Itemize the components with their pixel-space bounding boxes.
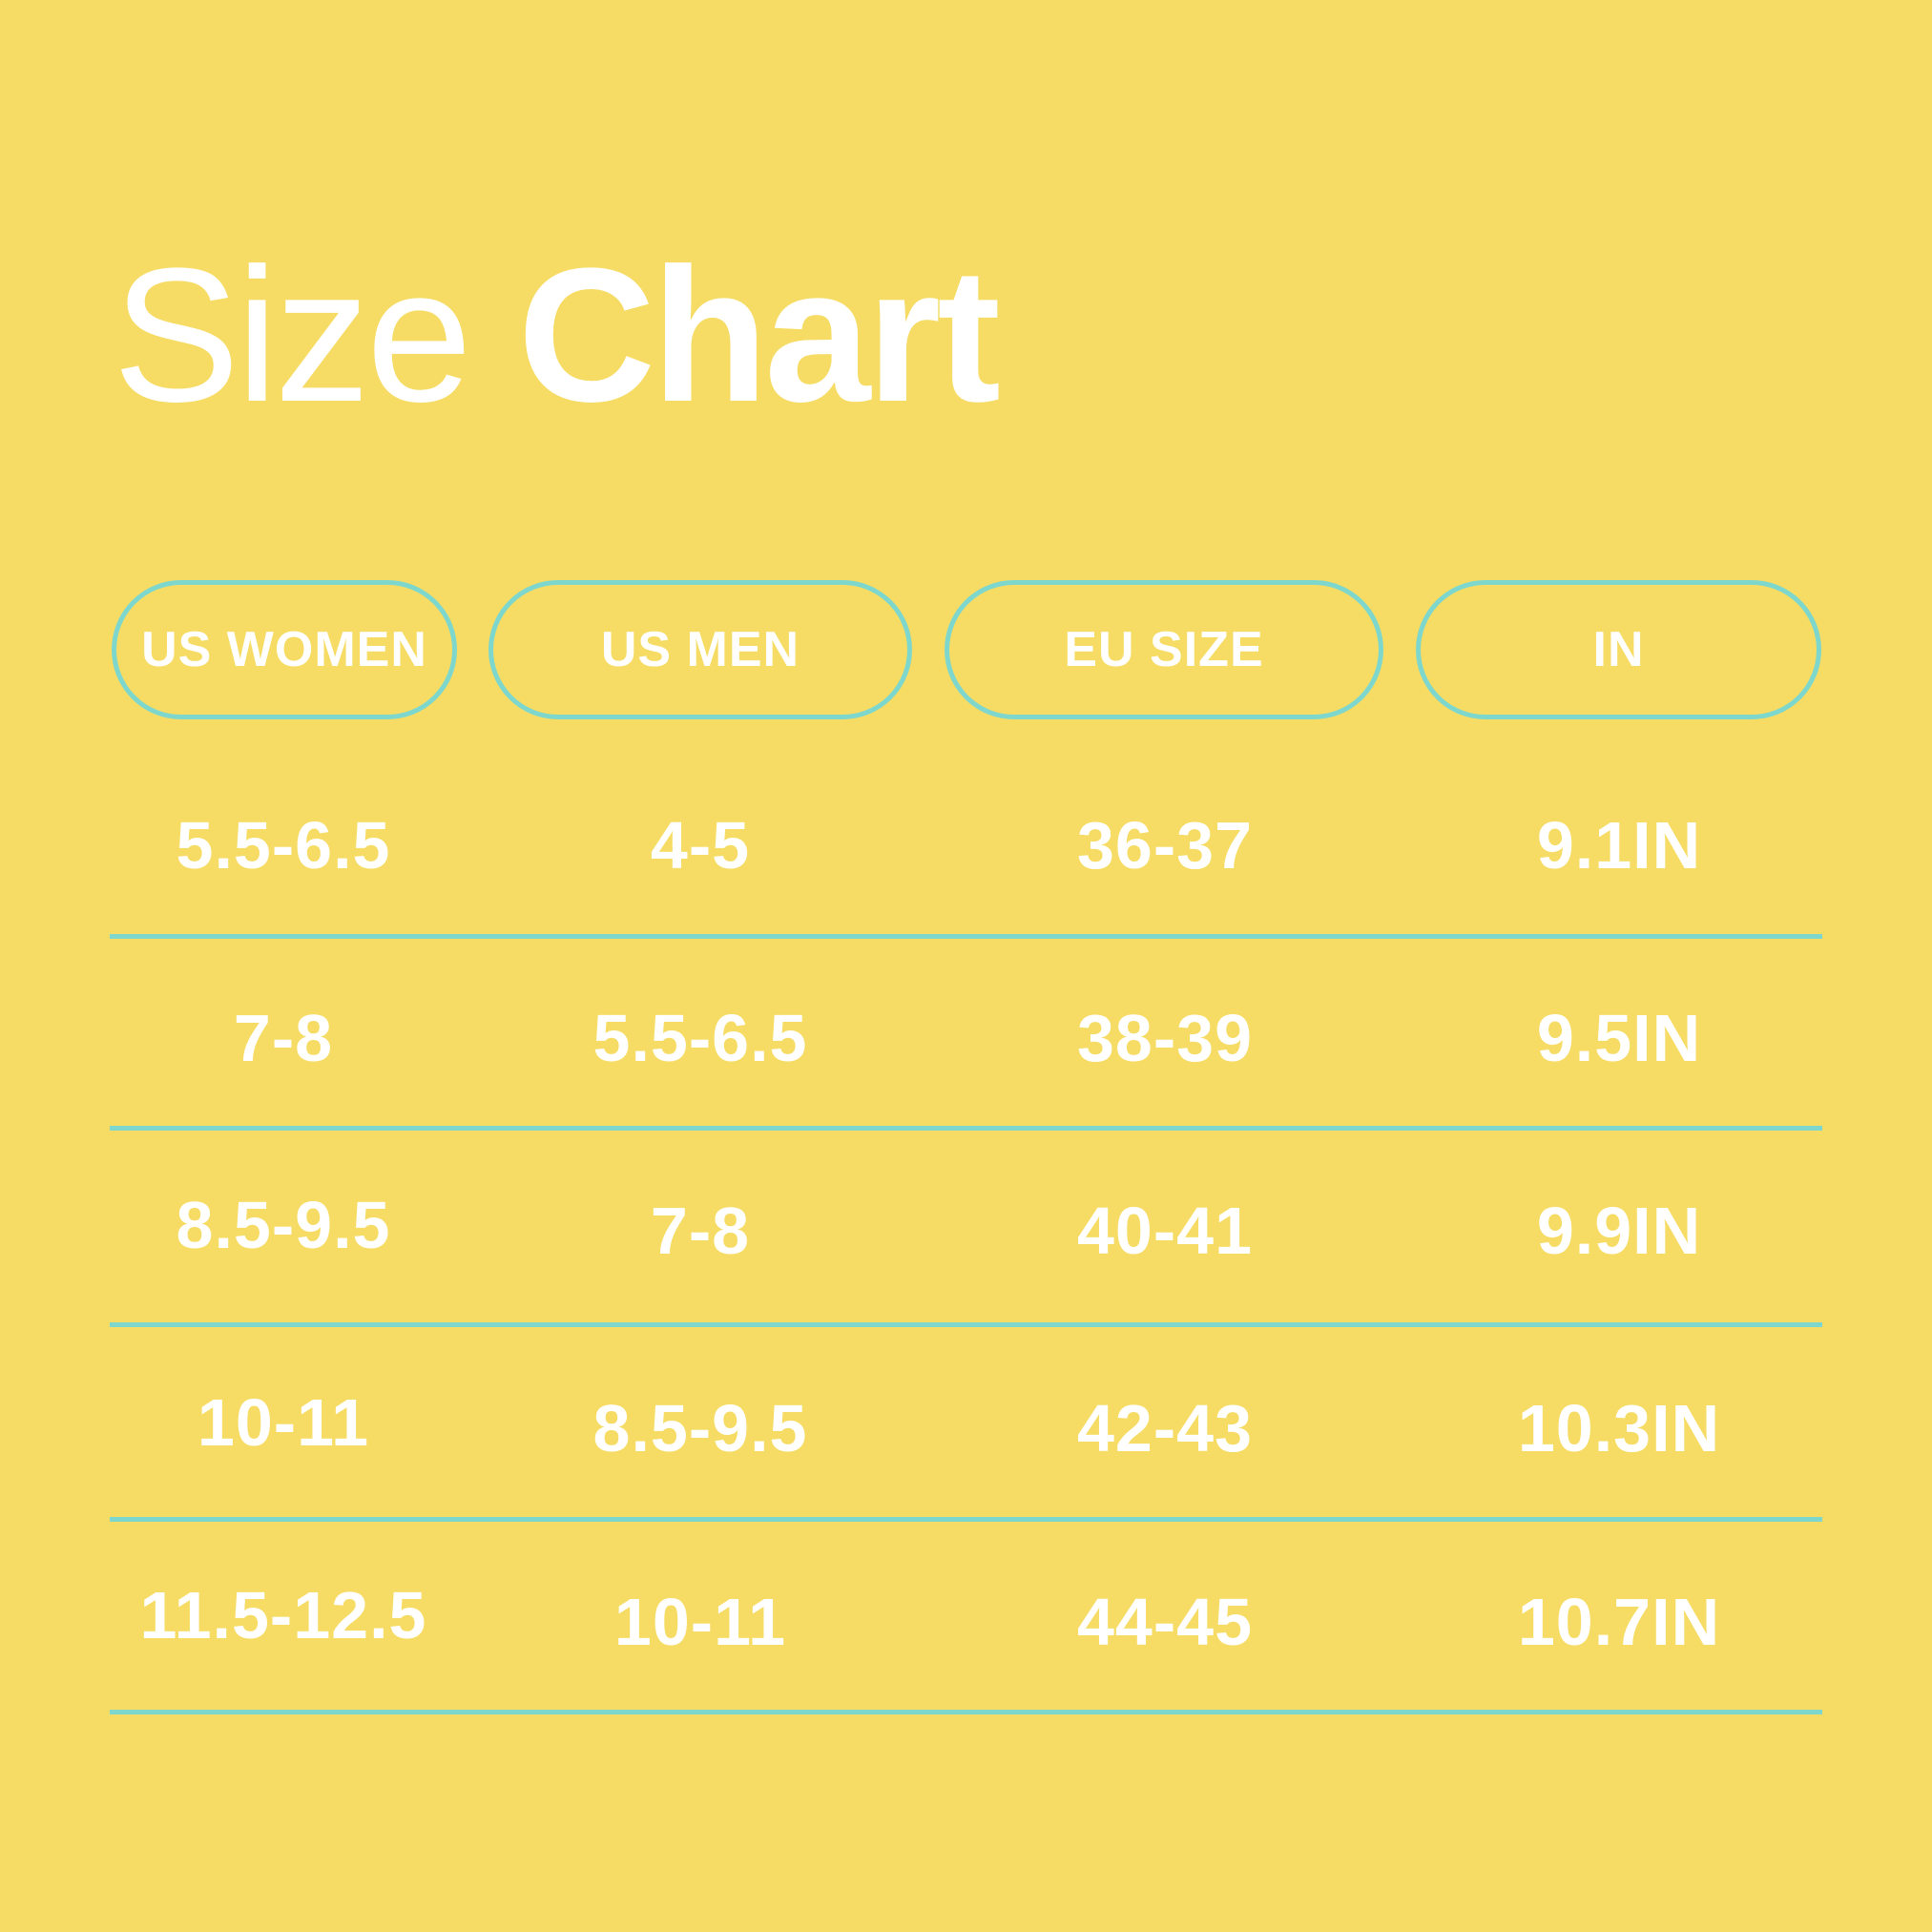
title-bold: Chart xyxy=(517,229,1001,442)
cell-r4-in: 10.3IN xyxy=(1517,1391,1721,1465)
row-divider xyxy=(110,1126,1822,1131)
cell-r5-us-men: 10-11 xyxy=(613,1585,787,1659)
row-divider xyxy=(110,1710,1822,1714)
header-eu-size: EU SIZE xyxy=(945,580,1383,719)
cell-r3-in: 9.9IN xyxy=(1536,1194,1702,1268)
header-us-women: US WOMEN xyxy=(112,580,457,719)
cell-r2-eu-size: 38-39 xyxy=(1076,1001,1254,1075)
cell-r5-in: 10.7IN xyxy=(1517,1585,1721,1659)
cell-r4-us-women: 10-11 xyxy=(197,1385,370,1460)
row-divider xyxy=(110,934,1822,939)
row-divider xyxy=(110,1322,1822,1327)
page-title: Size Chart xyxy=(113,240,1001,431)
cell-r1-us-women: 5.5-6.5 xyxy=(176,808,391,883)
cell-r4-us-men: 8.5-9.5 xyxy=(592,1391,808,1465)
cell-r2-us-men: 5.5-6.5 xyxy=(592,1001,808,1075)
cell-r4-eu-size: 42-43 xyxy=(1076,1391,1254,1465)
cell-r1-us-men: 4-5 xyxy=(650,808,751,883)
cell-r2-us-women: 7-8 xyxy=(233,1001,334,1075)
cell-r5-eu-size: 44-45 xyxy=(1076,1585,1254,1659)
cell-r1-eu-size: 36-37 xyxy=(1076,808,1254,883)
cell-r3-us-men: 7-8 xyxy=(650,1194,751,1268)
cell-r5-us-women: 11.5-12.5 xyxy=(139,1578,427,1652)
header-in: IN xyxy=(1416,580,1821,719)
header-us-men: US MEN xyxy=(488,580,912,719)
cell-r2-in: 9.5IN xyxy=(1536,1001,1702,1075)
title-light: Size xyxy=(113,229,472,442)
row-divider xyxy=(110,1517,1822,1522)
cell-r3-us-women: 8.5-9.5 xyxy=(176,1188,391,1262)
cell-r3-eu-size: 40-41 xyxy=(1076,1194,1254,1268)
cell-r1-in: 9.1IN xyxy=(1536,808,1702,883)
